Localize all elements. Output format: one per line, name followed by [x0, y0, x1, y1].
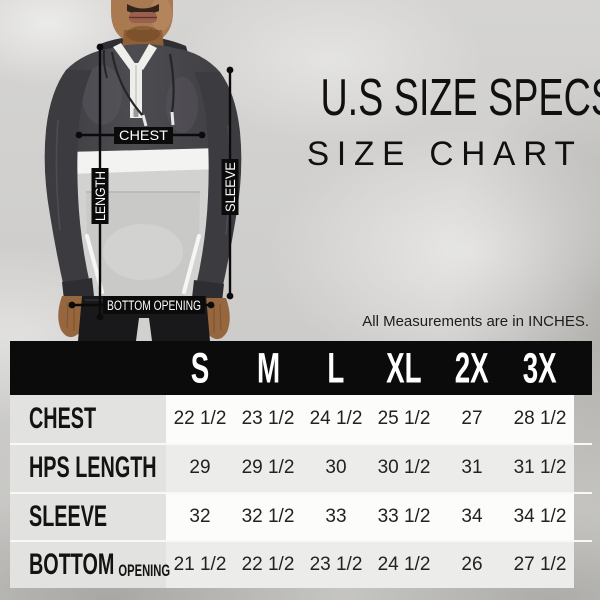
row-label-cell: CHEST: [10, 395, 166, 444]
row-label: HPS LENGTH: [29, 451, 157, 485]
hood-drawstrings: [102, 49, 175, 127]
sleeve-measure-line: SLEEVE: [221, 66, 239, 300]
value-cell: 24 1/2: [370, 541, 438, 588]
value-cell: 29: [166, 445, 234, 492]
column-header-3x: 3X: [523, 343, 557, 392]
value-cell: 32: [166, 493, 234, 540]
column-header-2x: 2X: [455, 343, 489, 392]
column-header-l: L: [327, 343, 345, 392]
value-cell: 22 1/2: [234, 541, 302, 588]
row-label-cell: SLEEVE: [10, 493, 166, 540]
table-row-chest: CHEST 22 1/2 23 1/2 24 1/2 25 1/2 27 28 …: [10, 395, 592, 444]
chest-measure-line: CHEST: [75, 127, 206, 144]
mustache: [127, 4, 159, 15]
column-header-m: M: [256, 343, 280, 392]
table-row-sleeve: SLEEVE 32 32 1/2 33 33 1/2 34 34 1/2: [10, 491, 592, 540]
value-cell: 33: [302, 493, 370, 540]
table-row-hps-length: HPS LENGTH 29 29 1/2 30 30 1/2 31 31 1/2: [10, 443, 592, 492]
model-hands: [58, 296, 230, 340]
value-cell: 34: [438, 493, 506, 540]
units-note: All Measurements are in INCHES.: [362, 313, 589, 330]
value-cell: 33 1/2: [370, 493, 438, 540]
size-table-body: CHEST 22 1/2 23 1/2 24 1/2 25 1/2 27 28 …: [10, 395, 592, 588]
value-cell: 31: [438, 445, 506, 492]
table-row-bottom-opening: BOTTOM OPENING 21 1/2 22 1/2 23 1/2 24 1…: [10, 539, 592, 588]
row-label-suffix: OPENING: [118, 560, 171, 580]
row-label-cell: HPS LENGTH: [10, 445, 166, 492]
size-table: S M L XL 2X 3X CHEST 22 1/2 23 1/2 24 1/…: [10, 341, 592, 588]
length-measure-line: LENGTH: [91, 43, 109, 321]
row-label: BOTTOM: [29, 547, 115, 581]
length-label: LENGTH: [92, 171, 108, 221]
value-cell: 21 1/2: [166, 541, 234, 588]
column-header-xl: XL: [386, 343, 422, 392]
value-cell: 22 1/2: [166, 395, 234, 444]
value-cell: 23 1/2: [302, 541, 370, 588]
value-cell: 27 1/2: [506, 541, 574, 588]
value-cell: 23 1/2: [234, 395, 302, 444]
value-cell: 34 1/2: [506, 493, 574, 540]
value-cell: 32 1/2: [234, 493, 302, 540]
bottom-opening-label: BOTTOM OPENING: [107, 298, 201, 313]
value-cell: 31 1/2: [506, 445, 574, 492]
value-cell: 28 1/2: [506, 395, 574, 444]
value-cell: 25 1/2: [370, 395, 438, 444]
value-cell: 30: [302, 445, 370, 492]
model-jacket-diagram: CHEST LENGTH SLEEVE BOTTOM OPENI: [44, 0, 242, 341]
column-header-s: S: [190, 343, 210, 392]
value-cell: 26: [438, 541, 506, 588]
row-label-cell: BOTTOM OPENING: [10, 541, 170, 588]
header-corner-cell: [10, 341, 166, 395]
page-title-text: U.S SIZE SPECS: [320, 67, 600, 127]
row-label: SLEEVE: [29, 499, 108, 533]
jacket-white-stripe: [68, 148, 220, 174]
page-subtitle: SIZE CHART: [288, 134, 594, 181]
sleeve-label: SLEEVE: [222, 162, 238, 212]
kangaroo-pocket: [85, 191, 201, 296]
value-cell: 29 1/2: [234, 445, 302, 492]
page-subtitle-text: SIZE CHART: [307, 134, 583, 174]
bottom-opening-measure-line: BOTTOM OPENING: [68, 296, 215, 314]
size-table-header: S M L XL 2X 3X: [10, 341, 592, 395]
row-label: CHEST: [29, 402, 97, 436]
value-cell: 27: [438, 395, 506, 444]
value-cell: 24 1/2: [302, 395, 370, 444]
chest-label: CHEST: [119, 127, 168, 143]
page-title: U.S SIZE SPECS: [288, 71, 600, 132]
heading-block: U.S SIZE SPECS SIZE CHART: [288, 71, 600, 181]
value-cell: 30 1/2: [370, 445, 438, 492]
